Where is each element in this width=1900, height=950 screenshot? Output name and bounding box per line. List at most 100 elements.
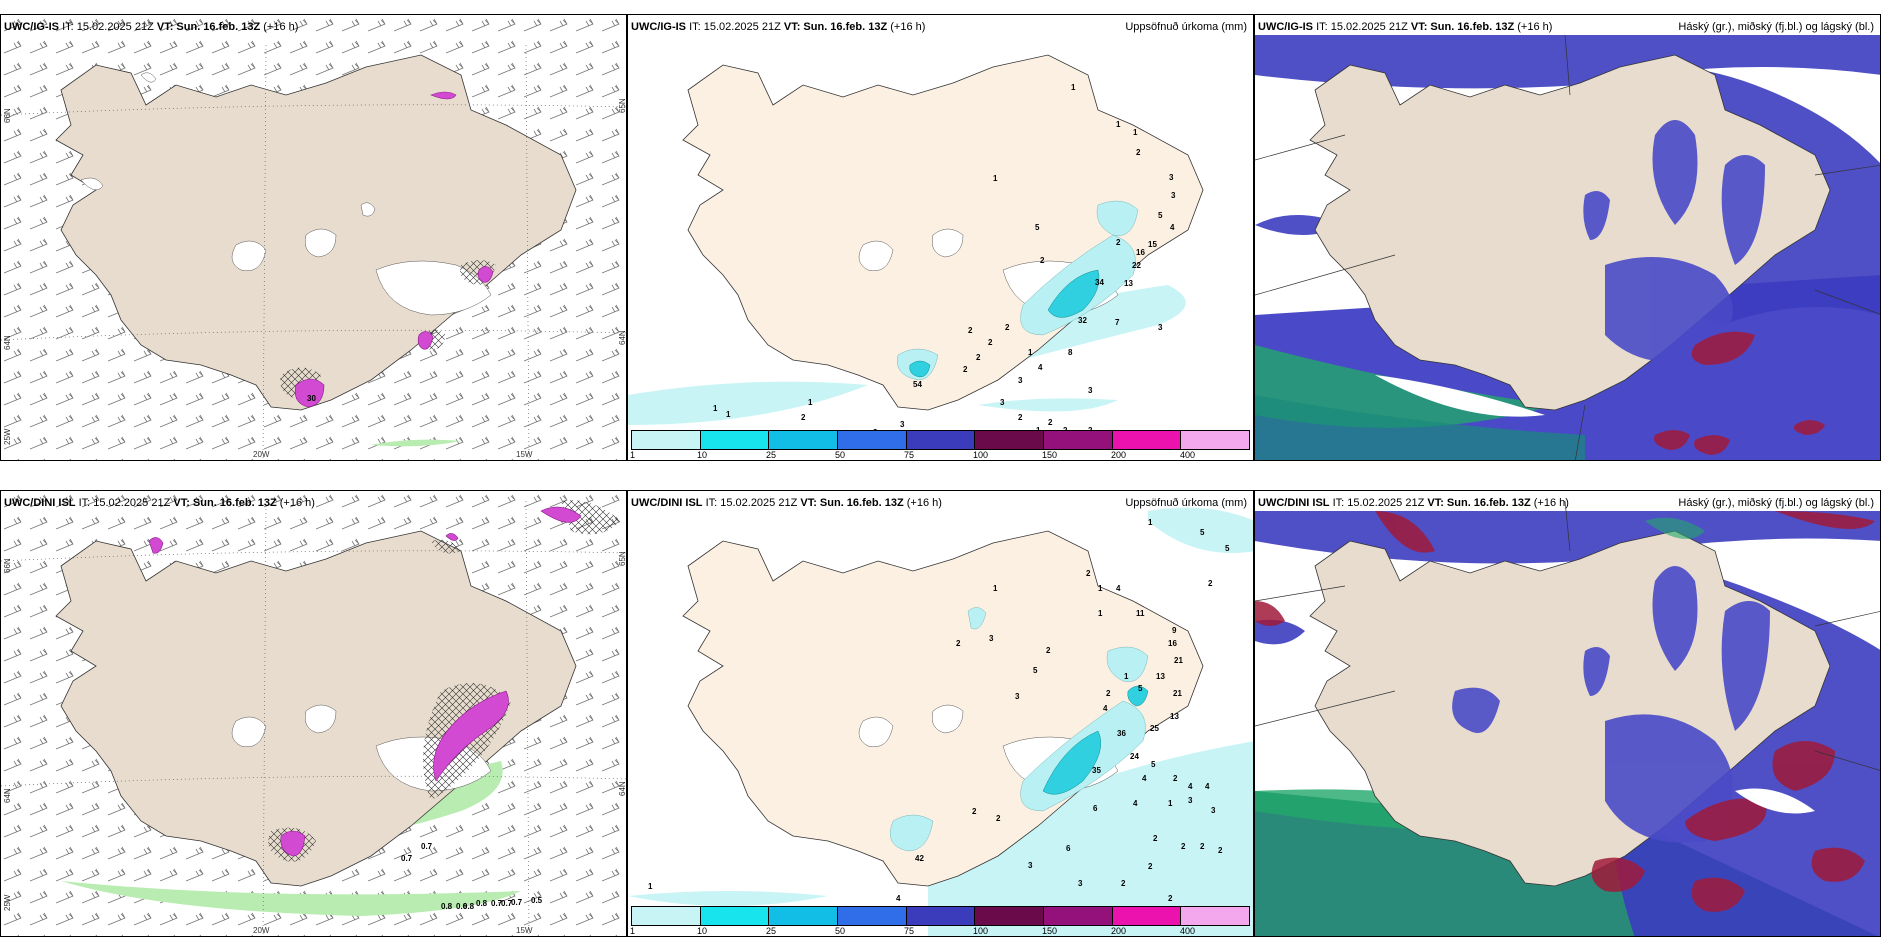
- svg-text:2: 2: [963, 365, 968, 374]
- precip-heavy: [1042, 685, 1149, 795]
- svg-text:1: 1: [993, 174, 998, 183]
- svg-text:5: 5: [1033, 666, 1038, 675]
- valid-time: Sun. 16.feb. 13Z: [1446, 497, 1531, 509]
- country-borders: [1255, 34, 1880, 460]
- svg-text:2: 2: [1153, 834, 1158, 843]
- lead-time: (+16 h): [1533, 497, 1569, 509]
- svg-text:4: 4: [1133, 799, 1138, 808]
- svg-text:2: 2: [976, 353, 981, 362]
- lon-label-15w: 15W: [516, 926, 533, 935]
- model-name: UWC/DINI ISL: [4, 497, 76, 509]
- svg-text:11: 11: [1136, 609, 1145, 618]
- svg-text:1: 1: [1071, 83, 1076, 92]
- init-time: IT: 15.02.2025 21Z: [705, 497, 798, 509]
- svg-text:7: 7: [1115, 318, 1120, 327]
- colorbar-tick: 1: [630, 926, 636, 936]
- precip-map: 1 5 5 2 1 4 2 1 1 11 9 16 21 13 21 13 5 …: [628, 507, 1253, 936]
- svg-text:2: 2: [1106, 689, 1111, 698]
- lat-label-65n-right: 65N: [618, 98, 627, 113]
- magenta-precip: [148, 506, 582, 857]
- svg-text:2: 2: [1086, 569, 1091, 578]
- graticule: [1, 500, 626, 936]
- magenta-precip: [294, 91, 494, 408]
- model-name: UWC/IG-IS: [1258, 21, 1313, 33]
- valid-time: Sun. 16.feb. 13Z: [819, 497, 904, 509]
- svg-text:1: 1: [993, 584, 998, 593]
- panel-header: UWC/DINI ISL IT: 15.02.2025 21Z VT: Sun.…: [631, 497, 942, 509]
- colorbar-tick: 150: [1042, 450, 1058, 460]
- colorbar-bin-7: [1044, 431, 1113, 449]
- cloud-map: [1255, 34, 1880, 460]
- panel-wind-dini: UWC/DINI ISL IT: 15.02.2025 21Z VT: Sun.…: [0, 490, 627, 937]
- svg-text:5: 5: [1138, 684, 1143, 693]
- svg-text:3: 3: [1158, 323, 1163, 332]
- svg-text:2: 2: [1121, 879, 1126, 888]
- svg-text:2: 2: [1046, 646, 1051, 655]
- colorbar-bin-6: [975, 431, 1045, 449]
- svg-text:0.7: 0.7: [401, 854, 413, 863]
- svg-text:2: 2: [1208, 579, 1213, 588]
- colorbar-tick: 400: [1180, 926, 1196, 936]
- svg-text:1: 1: [1116, 120, 1121, 129]
- valid-label: VT:: [156, 21, 174, 33]
- svg-text:36: 36: [1117, 729, 1126, 738]
- colorbar-bin-6: [975, 907, 1045, 925]
- valid-label: VT:: [800, 497, 817, 509]
- svg-text:3: 3: [989, 634, 994, 643]
- svg-text:0.8: 0.8: [463, 902, 475, 911]
- colorbar-tick: 100: [973, 450, 989, 460]
- svg-text:2: 2: [1136, 148, 1141, 157]
- svg-text:8: 8: [1068, 348, 1073, 357]
- svg-text:0.7: 0.7: [501, 899, 513, 908]
- svg-text:4: 4: [1116, 584, 1121, 593]
- svg-text:4: 4: [1103, 704, 1108, 713]
- colorbar-bin-3: [769, 431, 839, 449]
- svg-text:3: 3: [1188, 796, 1193, 805]
- svg-text:3: 3: [1000, 398, 1005, 407]
- svg-text:3: 3: [1211, 806, 1216, 815]
- colorbar-bin-4: [838, 907, 907, 925]
- colorbar-tick: 1: [630, 450, 636, 460]
- svg-text:2: 2: [801, 413, 806, 422]
- colorbar-bin-4: [838, 431, 907, 449]
- init-time: IT: 15.02.2025 21Z: [689, 21, 781, 33]
- colorbar-bin-9: [1181, 431, 1250, 449]
- lat-label-64n-right: 64N: [618, 330, 627, 345]
- svg-text:0.5: 0.5: [531, 896, 543, 905]
- colorbar-bin-9: [1181, 907, 1250, 925]
- colorbar-tick: 200: [1111, 926, 1127, 936]
- country-borders: [1255, 500, 1880, 771]
- lat-label-66n: 66N: [3, 558, 12, 573]
- svg-text:42: 42: [915, 854, 924, 863]
- svg-text:0.7: 0.7: [421, 842, 433, 851]
- init-time: IT: 15.02.2025 21Z: [78, 497, 171, 509]
- init-time: IT: 15.02.2025 21Z: [1332, 497, 1425, 509]
- svg-text:3: 3: [900, 420, 905, 429]
- svg-text:4: 4: [1170, 223, 1175, 232]
- svg-text:2: 2: [1168, 894, 1173, 903]
- model-name: UWC/IG-IS: [4, 21, 59, 33]
- colorbar-bin-8: [1112, 431, 1182, 449]
- svg-text:16: 16: [1168, 639, 1177, 648]
- valid-label: VT:: [173, 497, 190, 509]
- svg-text:5: 5: [1225, 544, 1230, 553]
- svg-text:2: 2: [968, 326, 973, 335]
- svg-text:2: 2: [1181, 842, 1186, 851]
- valid-time: Sun. 16.feb. 13Z: [1430, 21, 1515, 33]
- cloud-high-red: [1654, 331, 1825, 455]
- lat-label-64n: 64N: [3, 788, 12, 803]
- valid-label: VT:: [1427, 497, 1444, 509]
- panel-precip-igis: UWC/IG-IS IT: 15.02.2025 21Z VT: Sun. 16…: [627, 14, 1254, 461]
- svg-text:4: 4: [1038, 363, 1043, 372]
- colorbar-bin-8: [1112, 907, 1182, 925]
- svg-text:34: 34: [1095, 278, 1104, 287]
- lon-label-15w: 15W: [516, 450, 533, 459]
- svg-text:2: 2: [1218, 846, 1223, 855]
- precip-colorbar: [631, 906, 1250, 926]
- svg-text:15: 15: [1148, 240, 1157, 249]
- colorbar-tick: 10: [697, 450, 708, 460]
- panel-wind-igis: UWC/IG-IS IT: 15.02.2025 21Z VT: Sun. 16…: [0, 14, 627, 461]
- svg-text:2: 2: [1116, 238, 1121, 247]
- svg-text:5: 5: [1151, 760, 1156, 769]
- svg-text:0.8: 0.8: [476, 899, 488, 908]
